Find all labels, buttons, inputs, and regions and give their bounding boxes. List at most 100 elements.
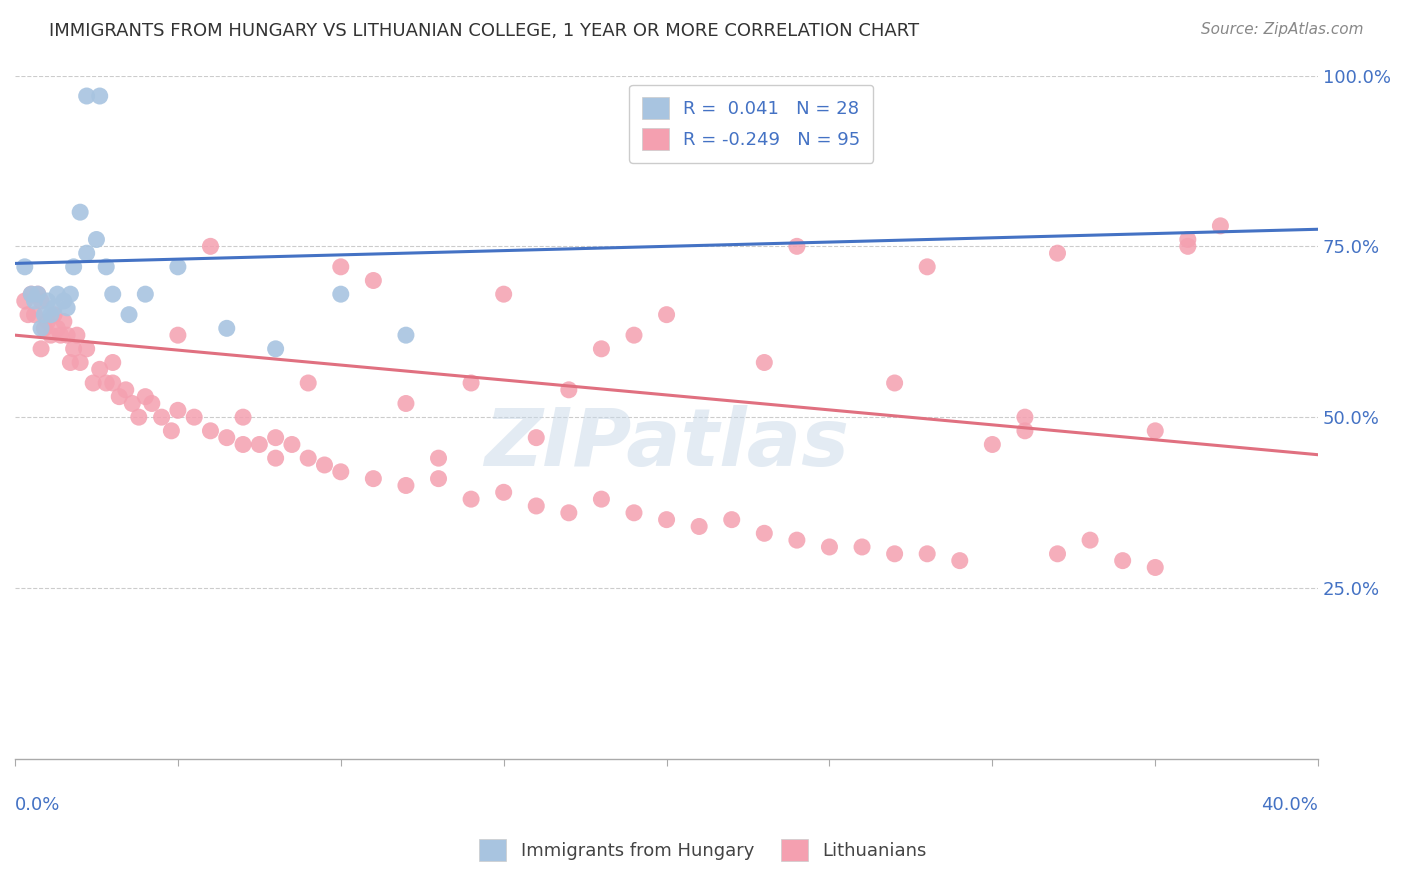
Point: [101, 376, 124, 390]
Point: [14, 260, 37, 274]
Point: [1144, 424, 1167, 438]
Point: [200, 239, 222, 253]
Point: [20, 287, 42, 301]
Point: [591, 342, 613, 356]
Point: [39, 328, 62, 343]
Point: [264, 431, 287, 445]
Point: [329, 260, 352, 274]
Point: [34, 308, 56, 322]
Point: [524, 499, 547, 513]
Point: [623, 506, 645, 520]
Point: [329, 287, 352, 301]
Point: [215, 321, 238, 335]
Point: [232, 437, 254, 451]
Point: [118, 308, 141, 322]
Point: [66, 328, 89, 343]
Point: [524, 431, 547, 445]
Point: [591, 492, 613, 507]
Point: [167, 260, 190, 274]
Point: [427, 451, 450, 466]
Point: [395, 396, 418, 410]
Point: [42, 301, 65, 315]
Point: [314, 458, 336, 472]
Text: ZIPatlas: ZIPatlas: [484, 406, 849, 483]
Point: [39, 308, 62, 322]
Point: [720, 513, 742, 527]
Text: 40.0%: 40.0%: [1261, 797, 1319, 814]
Point: [128, 410, 150, 425]
Point: [27, 287, 49, 301]
Point: [46, 287, 69, 301]
Point: [62, 260, 84, 274]
Point: [69, 205, 91, 219]
Point: [395, 328, 418, 343]
Point: [24, 308, 46, 322]
Point: [981, 437, 1004, 451]
Point: [264, 451, 287, 466]
Point: [1014, 424, 1036, 438]
Point: [134, 390, 156, 404]
Point: [1177, 233, 1199, 247]
Point: [30, 321, 52, 335]
Point: [883, 376, 905, 390]
Point: [492, 287, 515, 301]
Point: [1144, 560, 1167, 574]
Point: [395, 478, 418, 492]
Point: [297, 451, 319, 466]
Point: [492, 485, 515, 500]
Point: [24, 293, 46, 308]
Point: [247, 437, 270, 451]
Point: [754, 355, 776, 369]
Point: [42, 308, 65, 322]
Point: [329, 465, 352, 479]
Text: 0.0%: 0.0%: [15, 797, 60, 814]
Point: [1209, 219, 1232, 233]
Point: [17, 308, 39, 322]
Point: [558, 506, 581, 520]
Point: [14, 293, 37, 308]
Point: [52, 293, 75, 308]
Point: [1046, 246, 1069, 260]
Point: [215, 431, 238, 445]
Point: [818, 540, 841, 554]
Point: [167, 403, 190, 417]
Point: [52, 314, 75, 328]
Point: [754, 526, 776, 541]
Point: [27, 287, 49, 301]
Point: [96, 260, 118, 274]
Point: [96, 376, 118, 390]
Point: [427, 472, 450, 486]
Point: [200, 424, 222, 438]
Point: [59, 287, 82, 301]
Point: [89, 89, 111, 103]
Point: [915, 547, 938, 561]
Point: [20, 287, 42, 301]
Point: [460, 376, 482, 390]
Point: [655, 513, 678, 527]
Point: [183, 410, 205, 425]
Point: [460, 492, 482, 507]
Point: [82, 376, 104, 390]
Point: [363, 472, 385, 486]
Point: [1046, 547, 1069, 561]
Text: Source: ZipAtlas.com: Source: ZipAtlas.com: [1201, 22, 1364, 37]
Point: [786, 533, 808, 548]
Point: [281, 437, 304, 451]
Point: [1177, 239, 1199, 253]
Legend: Immigrants from Hungary, Lithuanians: Immigrants from Hungary, Lithuanians: [470, 830, 936, 870]
Point: [134, 287, 156, 301]
Point: [37, 293, 59, 308]
Point: [46, 321, 69, 335]
Point: [851, 540, 873, 554]
Point: [59, 355, 82, 369]
Point: [1111, 554, 1133, 568]
Point: [150, 410, 173, 425]
Point: [141, 396, 163, 410]
Legend: R =  0.041   N = 28, R = -0.249   N = 95: R = 0.041 N = 28, R = -0.249 N = 95: [630, 85, 873, 163]
Point: [76, 342, 98, 356]
Point: [688, 519, 710, 533]
Point: [883, 547, 905, 561]
Point: [655, 308, 678, 322]
Point: [30, 293, 52, 308]
Point: [363, 273, 385, 287]
